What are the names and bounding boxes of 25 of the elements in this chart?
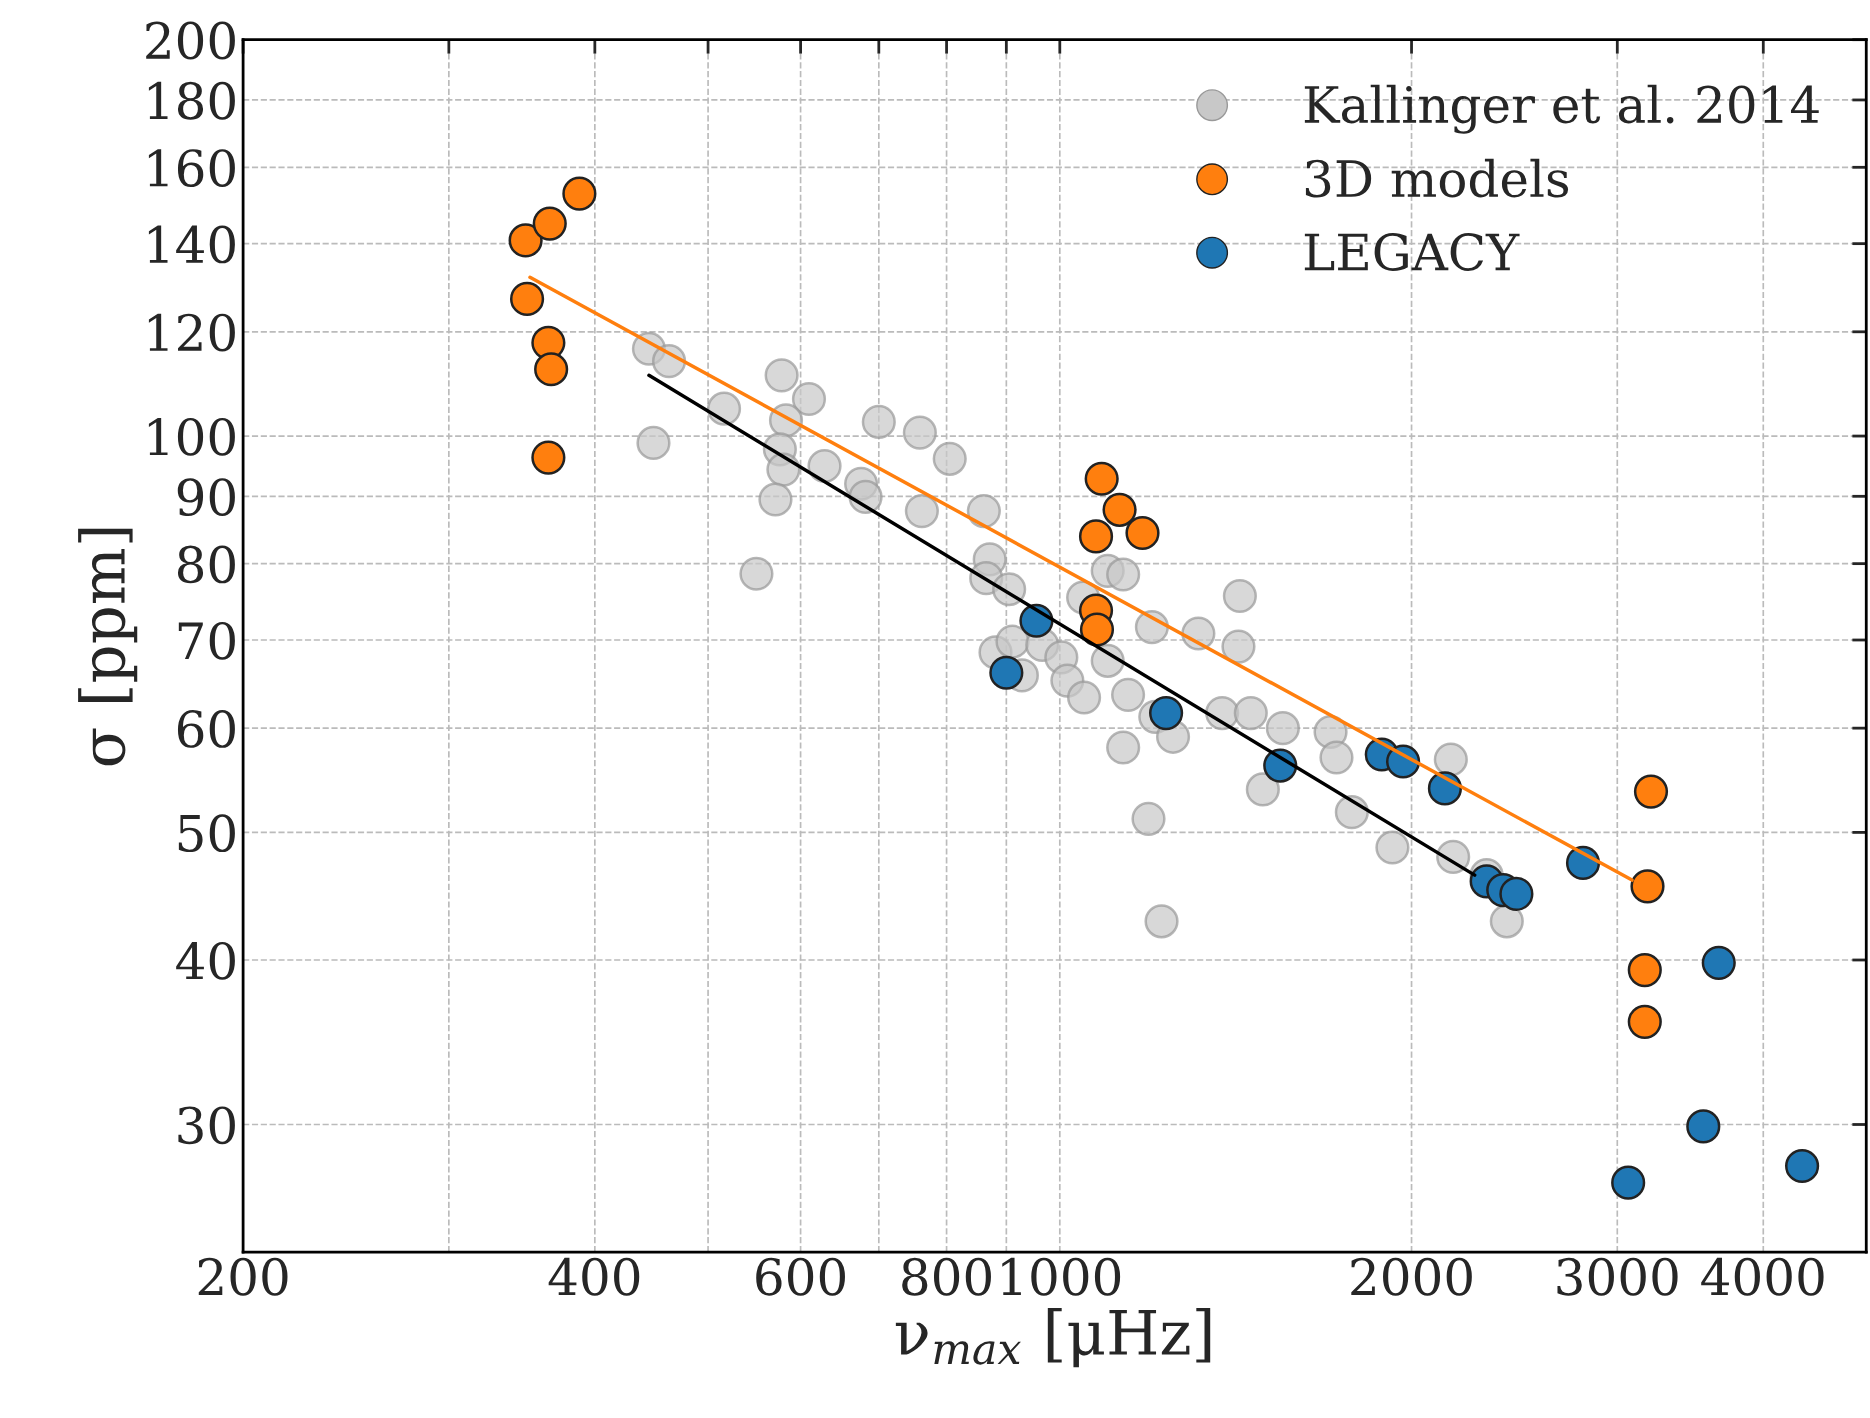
y-tick-label: 180 [148,81,235,120]
y-tick-label: 160 [148,149,235,188]
y-tick-label: 40 [176,941,235,980]
y-tick-label: 200 [146,21,235,60]
x-tick-label: 800 [902,1257,991,1296]
x-tick-label: 400 [548,1257,640,1296]
y-tick-label: 70 [178,621,235,660]
x-axis-title: ν$_{max}$ [μHz] [895,1308,1211,1368]
x-tick-label: 3000 [1557,1257,1678,1296]
legend-label: 3D models [1305,158,1569,198]
y-tick-label: 140 [148,225,235,264]
y-tick-label: 80 [177,545,235,584]
x-tick-label: 4000 [1701,1257,1824,1296]
y-tick-label: 60 [177,710,235,748]
y-axis-title: σ [ppm] [78,528,138,766]
x-tick-label: 600 [756,1257,845,1296]
legend-label: Kallinger et al. 2014 [1304,84,1819,134]
x-tick-label: 1000 [1002,1257,1121,1296]
x-tick-label: 2000 [1351,1257,1472,1296]
y-tick-label: 120 [148,313,235,352]
y-tick-label: 50 [178,814,235,853]
y-tick-label: 100 [148,417,235,456]
y-tick-label: 30 [178,1106,235,1145]
legend-label: LEGACY [1304,233,1520,271]
y-tick-label: 90 [177,478,235,517]
